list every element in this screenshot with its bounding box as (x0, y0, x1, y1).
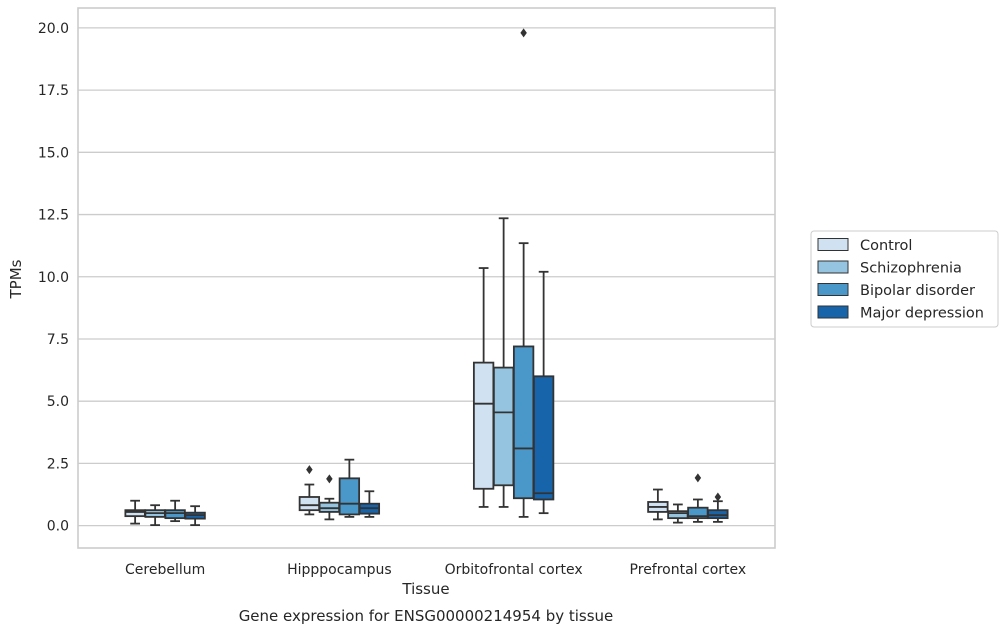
outlier-point (520, 28, 527, 38)
box-body (164, 509, 186, 520)
box-bipolar-disorder (687, 473, 709, 523)
plot-frame (77, 7, 776, 549)
legend-swatch (817, 305, 849, 319)
box-bipolar-disorder (338, 458, 361, 518)
y-axis-ticks: 0.0 2.5 5.0 7.5 10.0 12.5 15.0 17.5 20.0 (38, 21, 69, 535)
legend-swatch (817, 260, 849, 274)
box-body (492, 366, 515, 487)
outlier-point (694, 473, 702, 483)
box-body (338, 477, 361, 516)
y-axis-label: TPMs (7, 259, 25, 299)
box-body (472, 361, 495, 490)
box-major-depression (184, 505, 206, 527)
outlier-point (326, 474, 333, 484)
box-body (667, 510, 689, 520)
y-tick-label: 20.0 (38, 21, 69, 37)
legend-swatch (817, 283, 849, 296)
box-control (647, 488, 669, 521)
figure-caption: Gene expression for ENSG00000214954 by t… (239, 607, 614, 625)
legend-label: Major depression (860, 306, 984, 322)
legend: Control Schizophrenia Bipolar disorder Majo… (810, 230, 999, 328)
box-body (707, 509, 729, 520)
box-control (124, 499, 146, 525)
y-tick-label: 7.5 (47, 332, 69, 348)
box-major-depression (707, 492, 729, 523)
legend-label: Schizophrenia (860, 261, 962, 277)
box-body (532, 375, 555, 501)
x-tick-label: Prefrontal cortex (630, 562, 747, 578)
x-axis-ticks: Cerebellum Hipppocampus Orbitofrontal cort… (125, 562, 746, 578)
x-tick-label: Orbitofrontal cortex (445, 562, 583, 578)
y-tick-label: 17.5 (38, 83, 69, 99)
box-schizophrenia (318, 474, 341, 521)
y-tick-label: 12.5 (38, 208, 69, 224)
y-tick-label: 0.0 (47, 519, 69, 535)
box-body (298, 496, 321, 512)
outlier-point (714, 492, 722, 502)
x-tick-label: Cerebellum (125, 562, 205, 578)
y-tick-label: 15.0 (38, 145, 69, 161)
legend-label: Bipolar disorder (860, 283, 975, 299)
legend-swatch (817, 238, 849, 251)
y-tick-label: 2.5 (47, 456, 69, 472)
box-plot-series (124, 28, 729, 527)
box-major-depression (532, 270, 555, 515)
y-tick-label: 10.0 (38, 270, 69, 286)
outlier-point (306, 465, 313, 475)
box-body (512, 345, 535, 500)
x-axis-label: Tissue (401, 580, 449, 598)
x-tick-label: Hipppocampus (287, 562, 392, 578)
box-major-depression (358, 490, 381, 518)
legend-label: Control (860, 238, 912, 254)
legend-frame (810, 230, 999, 328)
box-schizophrenia (144, 504, 166, 527)
box-bipolar-disorder (164, 499, 186, 523)
y-tick-label: 5.0 (47, 394, 69, 410)
box-control (298, 465, 321, 516)
